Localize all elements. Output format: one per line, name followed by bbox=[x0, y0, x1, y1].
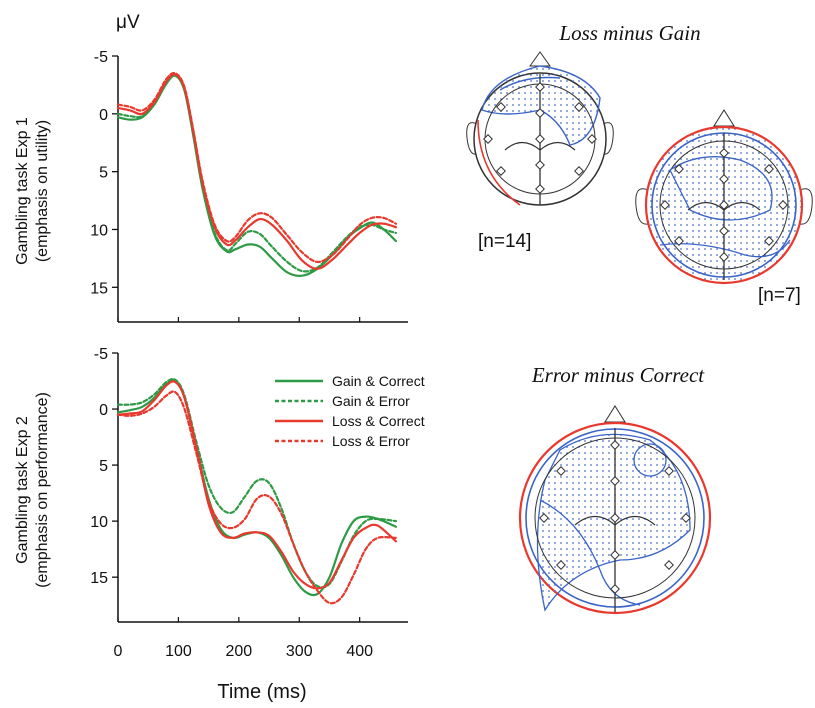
contour-line bbox=[477, 119, 521, 206]
legend-label: Loss & Error bbox=[332, 433, 410, 449]
x-tick-label: 200 bbox=[225, 643, 252, 660]
y-tick-label: -5 bbox=[94, 49, 108, 66]
nose bbox=[713, 109, 735, 127]
contour-line bbox=[633, 443, 667, 477]
x-tick-label: 400 bbox=[346, 643, 373, 660]
ear-left bbox=[635, 188, 649, 225]
contour-line bbox=[687, 201, 761, 211]
series-line-gain-error bbox=[116, 74, 397, 273]
y-tick-label: 5 bbox=[99, 458, 108, 475]
series-line-gain-correct bbox=[116, 74, 397, 277]
y-tick-label: 0 bbox=[99, 402, 108, 419]
y-tick-label: -5 bbox=[94, 346, 108, 363]
tick-group: -5 0 5 10 15 0 100 200 300 400 bbox=[90, 346, 373, 660]
y-tick-label: 15 bbox=[90, 570, 108, 587]
contour-line bbox=[499, 76, 561, 91]
ear-right bbox=[799, 188, 813, 225]
y-tick-label: 10 bbox=[90, 514, 108, 531]
contour-line bbox=[504, 141, 576, 151]
y-axis-label-line1: Gambling task Exp 1 bbox=[14, 117, 31, 265]
head-map-loss-minus-gain-n7 bbox=[635, 109, 813, 285]
y-tick-label: 0 bbox=[99, 107, 108, 124]
series-line-loss-correct bbox=[116, 73, 397, 270]
electrodes bbox=[539, 440, 691, 594]
series-group bbox=[116, 71, 397, 277]
significance-region bbox=[536, 433, 691, 612]
contour-line bbox=[574, 515, 656, 526]
legend: Gain & Correct Gain & Error Loss & Correct… bbox=[275, 373, 425, 449]
series-group bbox=[116, 377, 397, 605]
contour-line bbox=[539, 499, 641, 606]
erp-panel-exp2: -5 0 5 10 15 0 100 200 300 400 Gambling task Exp … bbox=[14, 346, 408, 703]
contour-line bbox=[669, 156, 773, 221]
electrodes bbox=[483, 82, 597, 194]
head-map-error-minus-correct bbox=[518, 405, 712, 615]
y-axis-label-line2: (emphasis on utility) bbox=[34, 120, 51, 262]
y-tick-label: 5 bbox=[99, 165, 108, 182]
topomap-title-loss-minus-gain: Loss minus Gain bbox=[558, 21, 700, 45]
y-tick-label: 10 bbox=[90, 222, 108, 239]
x-tick-label: 300 bbox=[286, 643, 313, 660]
legend-label: Loss & Correct bbox=[332, 413, 425, 429]
tick-group: -5 0 5 10 15 bbox=[90, 49, 361, 322]
y-tick-label: 15 bbox=[90, 280, 108, 297]
x-axis-label: Time (ms) bbox=[217, 681, 306, 703]
series-line-loss-correct bbox=[116, 380, 397, 590]
legend-label: Gain & Correct bbox=[332, 373, 425, 389]
electrodes bbox=[660, 148, 788, 262]
head-map-loss-minus-gain-n14 bbox=[466, 51, 614, 206]
y-axis-label-line2: (emphasis on performance) bbox=[34, 392, 51, 588]
erp-panel-exp1: μV -5 0 5 10 15 Gambling task Exp 1 (emphasi… bbox=[14, 12, 408, 323]
series-line-loss-error bbox=[116, 71, 397, 264]
topomap-title-error-minus-correct: Error minus Correct bbox=[531, 363, 705, 387]
x-tick-label: 100 bbox=[165, 643, 192, 660]
x-tick-label: 0 bbox=[114, 643, 123, 660]
legend-label: Gain & Error bbox=[332, 393, 410, 409]
nose bbox=[529, 51, 551, 67]
series-line-gain-error bbox=[116, 377, 397, 589]
topomap-n14-label: [n=14] bbox=[478, 231, 531, 252]
series-line-loss-error bbox=[116, 390, 397, 605]
topomap-n7-label: [n=7] bbox=[758, 285, 801, 306]
y-unit-label: μV bbox=[116, 12, 140, 33]
nose bbox=[604, 405, 626, 423]
contour-line bbox=[659, 239, 791, 258]
y-axis-label-line1: Gambling task Exp 2 bbox=[14, 416, 31, 564]
